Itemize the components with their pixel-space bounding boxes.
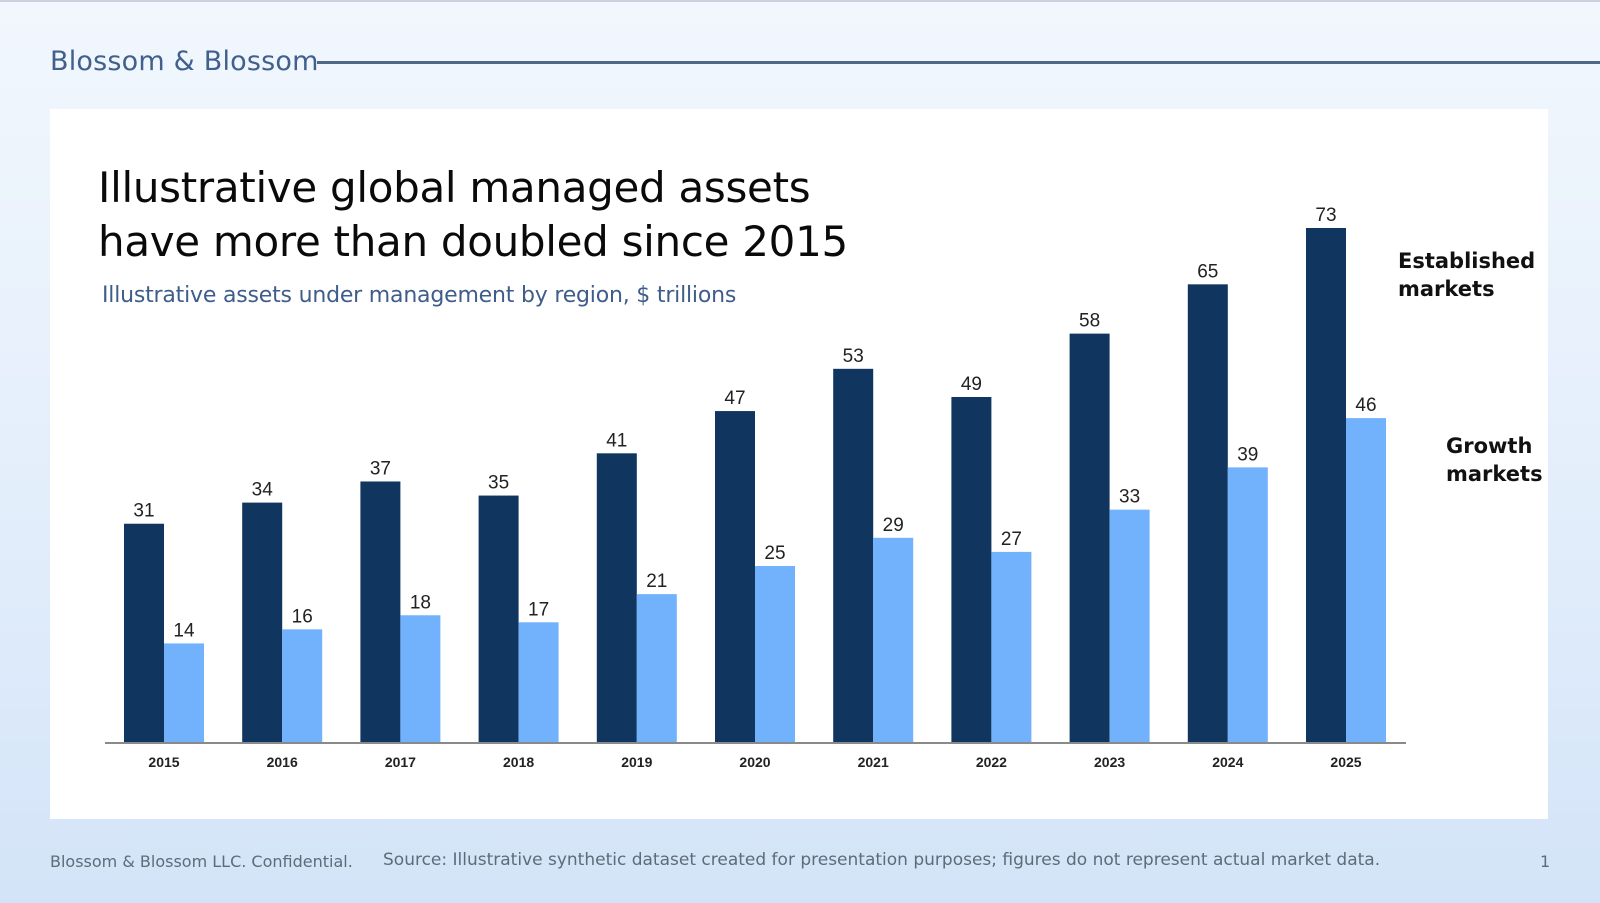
x-tick-label-2016: 2016 <box>267 754 298 770</box>
data-label-growth-2016: 16 <box>292 606 313 627</box>
bar-growth-2025 <box>1346 418 1386 742</box>
bar-growth-2024 <box>1227 467 1268 742</box>
chart-subtitle: Illustrative assets under management by … <box>102 283 737 308</box>
data-label-growth-2018: 17 <box>528 599 549 620</box>
chart-title-line-2: have more than doubled since 2015 <box>98 217 848 266</box>
bar-established-2023 <box>1069 333 1110 742</box>
data-label-growth-2024: 39 <box>1237 444 1258 465</box>
bar-growth-2018 <box>518 622 559 742</box>
series-label-growth-line-2: markets <box>1446 462 1543 486</box>
data-label-growth-2015: 14 <box>173 620 195 641</box>
bar-established-2019 <box>596 453 637 742</box>
page-number: 1 <box>1540 852 1551 871</box>
data-label-established-2020: 47 <box>724 388 745 409</box>
data-label-established-2023: 58 <box>1079 311 1100 332</box>
bar-established-2024 <box>1187 284 1228 742</box>
footer-source-note: Source: Illustrative synthetic dataset c… <box>383 850 1381 870</box>
chart-title-line-1: Illustrative global managed assets <box>98 163 811 212</box>
header-rule <box>317 61 1600 64</box>
bar-established-2022 <box>951 396 992 742</box>
data-label-growth-2022: 27 <box>1001 529 1022 550</box>
bar-growth-2016 <box>282 629 323 742</box>
x-tick-label-2025: 2025 <box>1330 754 1361 770</box>
chart-title: Illustrative global managed assets have … <box>98 161 998 269</box>
x-tick-label-2017: 2017 <box>385 754 416 770</box>
bar-established-2025 <box>1306 228 1346 742</box>
x-tick-label-2021: 2021 <box>858 754 889 770</box>
bar-established-2017 <box>360 481 401 742</box>
bar-growth-2020 <box>755 565 795 742</box>
bar-growth-2015 <box>164 643 204 742</box>
series-label-established-line-1: Established <box>1398 249 1535 273</box>
bar-established-2020 <box>715 411 755 742</box>
data-label-growth-2025: 46 <box>1355 395 1376 416</box>
x-tick-label-2022: 2022 <box>976 754 1007 770</box>
data-label-growth-2017: 18 <box>410 592 431 613</box>
series-label-established-line-2: markets <box>1398 277 1495 301</box>
data-label-growth-2019: 21 <box>646 571 667 592</box>
data-label-established-2018: 35 <box>488 473 509 494</box>
data-label-established-2022: 49 <box>961 374 982 395</box>
x-tick-label-2024: 2024 <box>1212 754 1243 770</box>
bar-growth-2017 <box>400 615 441 742</box>
data-label-established-2024: 65 <box>1197 261 1218 282</box>
chart-panel: Illustrative global managed assets have … <box>50 109 1548 819</box>
data-label-established-2019: 41 <box>606 430 627 451</box>
bar-established-2018 <box>478 495 519 742</box>
series-label-growth-line-1: Growth <box>1446 434 1532 458</box>
data-label-growth-2020: 25 <box>764 543 785 564</box>
bar-growth-2022 <box>991 551 1032 742</box>
data-label-established-2015: 31 <box>133 501 154 522</box>
data-label-growth-2023: 33 <box>1119 487 1140 508</box>
bar-chart: 31 14 2015 34 16 2016 37 18 2017 35 17 2018 41 21 2019… <box>105 205 1543 770</box>
bar-growth-2021 <box>873 537 914 742</box>
data-label-established-2017: 37 <box>370 458 391 479</box>
bar-growth-2019 <box>636 594 677 742</box>
x-tick-label-2015: 2015 <box>148 754 179 770</box>
x-tick-label-2018: 2018 <box>503 754 534 770</box>
bar-established-2015 <box>124 523 164 742</box>
bar-established-2016 <box>242 502 283 742</box>
footer-confidential: Blossom & Blossom LLC. Confidential. <box>50 852 353 871</box>
brand-name: Blossom & Blossom <box>50 46 319 77</box>
x-tick-label-2019: 2019 <box>621 754 652 770</box>
data-label-established-2021: 53 <box>843 346 864 367</box>
data-label-established-2025: 73 <box>1315 205 1336 226</box>
data-label-growth-2021: 29 <box>883 515 904 536</box>
x-tick-label-2020: 2020 <box>739 754 770 770</box>
bar-growth-2023 <box>1109 509 1150 742</box>
data-label-established-2016: 34 <box>252 480 274 501</box>
bar-established-2021 <box>833 368 874 742</box>
x-tick-label-2023: 2023 <box>1094 754 1125 770</box>
